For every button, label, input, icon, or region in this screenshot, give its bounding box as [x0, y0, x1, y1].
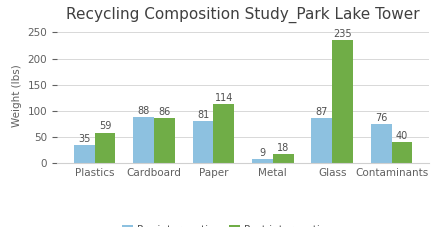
Text: 235: 235	[333, 29, 352, 39]
Text: 86: 86	[158, 107, 170, 117]
Legend: Pre-intervention, Post intervention: Pre-intervention, Post intervention	[118, 220, 337, 227]
Bar	[252, 159, 273, 163]
Text: 9: 9	[259, 148, 265, 158]
Y-axis label: Weight (lbs): Weight (lbs)	[12, 64, 22, 127]
Bar	[311, 118, 332, 163]
Text: 114: 114	[215, 93, 233, 103]
Bar	[193, 121, 213, 163]
Bar	[392, 143, 412, 163]
Text: 40: 40	[396, 131, 408, 141]
Text: 59: 59	[99, 121, 111, 131]
Text: 76: 76	[375, 113, 387, 123]
Bar	[154, 118, 175, 163]
Bar	[133, 117, 154, 163]
Text: 81: 81	[197, 110, 209, 120]
Text: 87: 87	[315, 107, 328, 117]
Bar	[371, 124, 392, 163]
Bar	[74, 145, 95, 163]
Text: 35: 35	[78, 134, 90, 144]
Bar	[332, 40, 353, 163]
Bar	[213, 104, 234, 163]
Text: 18: 18	[277, 143, 289, 153]
Bar	[95, 133, 116, 163]
Text: 88: 88	[138, 106, 150, 116]
Bar	[273, 154, 293, 163]
Title: Recycling Composition Study_Park Lake Tower: Recycling Composition Study_Park Lake To…	[66, 7, 420, 23]
